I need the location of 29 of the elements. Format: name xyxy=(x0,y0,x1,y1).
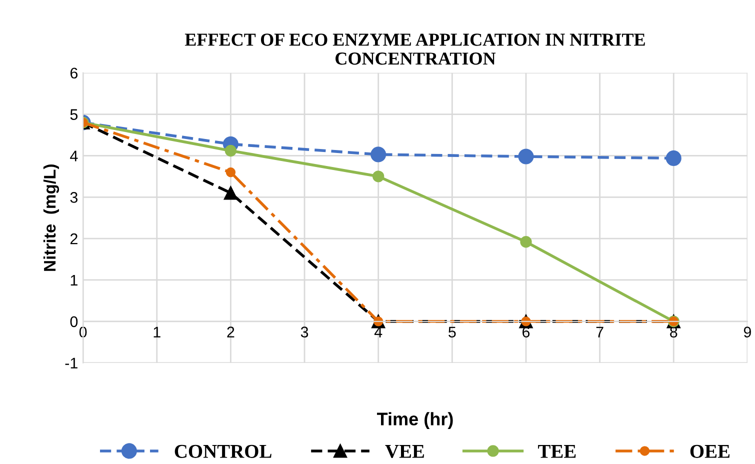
chart-title: EFFECT OF ECO ENZYME APPLICATION IN NITRITE CONCENTRATION xyxy=(184,34,645,65)
y-tick-label: 4 xyxy=(70,150,78,162)
y-tick-label: 3 xyxy=(70,192,78,203)
y-tick-label: 2 xyxy=(70,233,78,244)
x-tick-label: 5 xyxy=(448,326,456,338)
legend-label: CONTROL xyxy=(174,444,272,458)
x-tick-label: 1 xyxy=(154,326,160,338)
point xyxy=(370,146,386,162)
y-tick-label: -1 xyxy=(65,358,78,368)
y-tick-label: 6 xyxy=(70,68,78,79)
point xyxy=(224,186,238,200)
x-axis-title: Time (hr) xyxy=(376,412,453,429)
point xyxy=(520,236,532,248)
legend-label: VEE xyxy=(385,445,424,458)
x-tick-label: 9 xyxy=(744,326,751,338)
point xyxy=(224,144,237,157)
point xyxy=(666,150,682,166)
y-tick-label: 0 xyxy=(70,316,78,328)
x-tick-label: 2 xyxy=(227,326,234,338)
point xyxy=(518,148,534,164)
legend-label: OEE xyxy=(690,444,730,458)
x-tick-label: 7 xyxy=(596,326,604,338)
y-tick-label: 1 xyxy=(70,275,78,286)
legend-label: TEE xyxy=(538,445,576,458)
x-tick-label: 3 xyxy=(300,326,308,338)
y-axis-title: Nitrite (mg/L) xyxy=(43,164,60,271)
point xyxy=(226,167,236,178)
y-tick-label: 5 xyxy=(70,109,78,120)
point xyxy=(372,170,384,182)
